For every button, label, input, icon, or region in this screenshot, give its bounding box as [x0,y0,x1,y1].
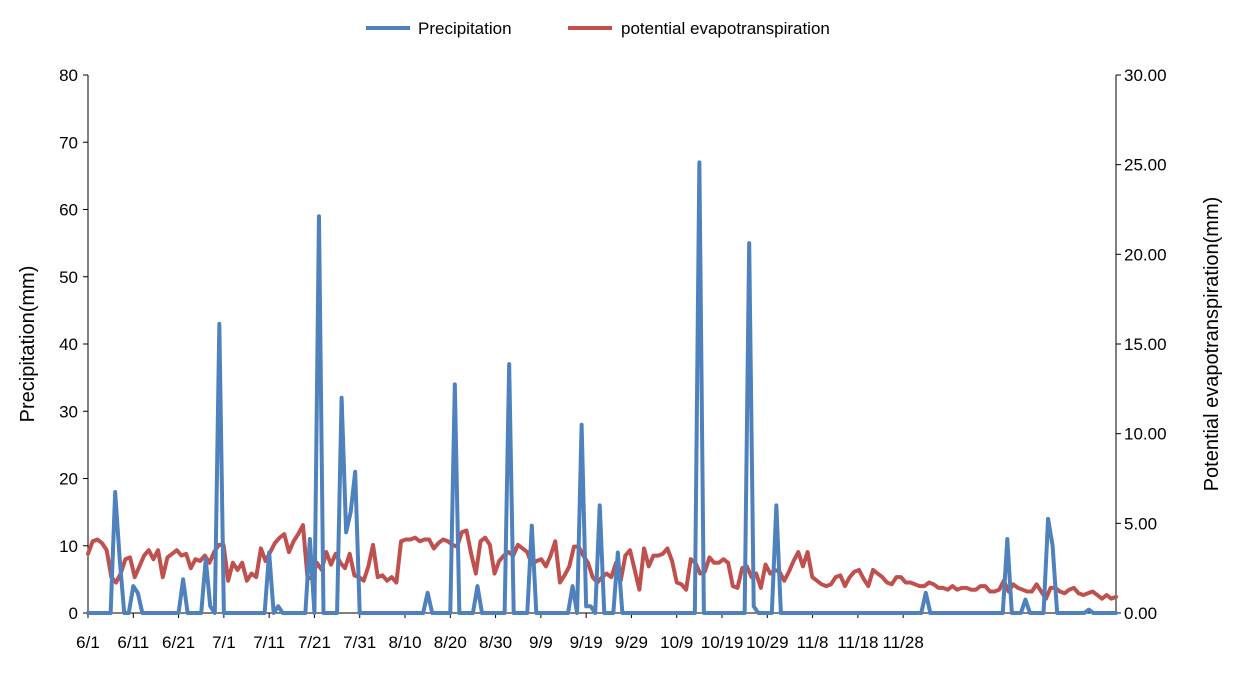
y-tick-label-left: 0 [69,604,78,623]
y-tick-label-right: 30.00 [1124,66,1167,85]
y-tick-label-left: 30 [59,402,78,421]
series-lines [86,160,1118,615]
x-tick-label: 6/21 [162,633,195,652]
y-tick-label-right: 15.00 [1124,335,1167,354]
x-tick-label: 8/20 [434,633,467,652]
y-tick-label-left: 10 [59,537,78,556]
x-tick-label: 11/8 [797,633,829,652]
y-tick-label-left: 60 [59,201,78,220]
y-axis-label-left: Precipitation(mm) [17,266,39,423]
x-tick-label: 7/31 [343,633,376,652]
x-tick-label: 7/1 [212,633,236,652]
x-tick-label: 7/21 [298,633,331,652]
y-tick-label-right: 20.00 [1124,245,1167,264]
y-tick-label-right: 5.00 [1124,514,1157,533]
legend-label-precipitation: Precipitation [418,19,512,38]
x-tick-label: 10/29 [746,633,789,652]
x-tick-label: 10/19 [701,633,744,652]
axes: 0 10 20 30 40 50 60 70 80 0.00 5.00 10.00 15.00 20.00… [59,66,1166,652]
y-tick-label-left: 80 [59,66,78,85]
series-line-precipitation [86,160,1118,615]
y-tick-label-right: 10.00 [1124,425,1167,444]
x-tick-label: 9/19 [570,633,603,652]
y-tick-label-right: 0.00 [1124,604,1157,623]
x-tick-label: 9/9 [529,633,553,652]
legend-label-pet: potential evapotranspiration [621,19,830,38]
x-tick-label: 6/1 [76,633,100,652]
y-axis-label-right: Potential evapotranspiration(mm) [1201,197,1223,492]
y-tick-label-left: 50 [59,268,78,287]
legend: Precipitation potential evapotranspirati… [366,19,830,38]
x-tick-label: 6/11 [117,633,149,652]
x-tick-label: 9/29 [615,633,648,652]
y-tick-label-left: 70 [59,133,78,152]
x-tick-label: 11/28 [883,633,924,652]
y-tick-label-left: 20 [59,470,78,489]
x-tick-label: 8/30 [479,633,512,652]
y-tick-label-right: 25.00 [1124,156,1167,175]
x-tick-label: 7/11 [253,633,285,652]
x-tick-label: 11/18 [837,633,878,652]
x-tick-label: 10/9 [660,633,693,652]
y-tick-label-left: 40 [59,335,78,354]
x-tick-label: 8/10 [388,633,421,652]
